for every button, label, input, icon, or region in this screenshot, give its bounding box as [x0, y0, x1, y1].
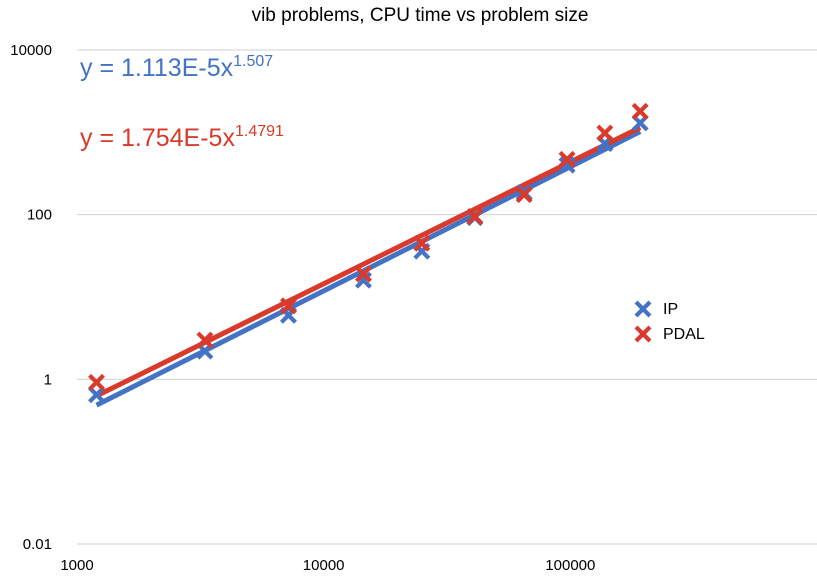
pdal-point	[558, 150, 576, 168]
pdal-point	[466, 208, 484, 225]
pdal-trendline	[95, 125, 642, 399]
ip-trend-equation-exponent: 1.507	[233, 53, 273, 70]
data-points	[88, 102, 649, 404]
pdal-point	[596, 124, 614, 142]
legend-pdal-marker-icon	[634, 325, 652, 343]
legend: IP PDAL	[634, 300, 705, 343]
legend-item-ip: IP	[634, 300, 678, 318]
pdal-point	[280, 297, 297, 315]
legend-ip-marker-icon	[634, 300, 652, 318]
legend-pdal-x-mark	[634, 325, 652, 343]
pdal-trend-equation-base: y = 1.754E-5x	[80, 124, 235, 152]
y-tick-label: 1	[44, 371, 52, 388]
ip-trend-equation: y = 1.113E-5x1.507	[80, 53, 273, 82]
pdal-point	[413, 234, 431, 252]
legend-ip-label: IP	[663, 301, 678, 318]
pdal-point	[196, 331, 214, 349]
ip-point	[88, 386, 106, 404]
y-tick-label: 10000	[10, 42, 52, 59]
pdal-point	[631, 102, 649, 120]
pdal-trend-equation-exponent: 1.4791	[235, 123, 284, 140]
legend-pdal-label: PDAL	[663, 326, 705, 343]
pdal-trend-equation: y = 1.754E-5x1.4791	[80, 123, 284, 152]
gridlines	[77, 49, 817, 545]
pdal-point	[88, 373, 106, 391]
ip-trend-equation-base: y = 1.113E-5x	[80, 54, 234, 82]
x-tick-label: 10000	[303, 557, 345, 574]
chart-title: vib problems, CPU time vs problem size	[252, 5, 589, 26]
legend-ip-x-mark	[634, 300, 652, 318]
pdal-point	[515, 186, 533, 204]
legend-item-pdal: PDAL	[634, 325, 705, 343]
x-tick-label: 100000	[545, 557, 595, 574]
pdal-point	[355, 265, 372, 283]
y-tick-label: 0.01	[23, 536, 52, 553]
ip-point	[596, 135, 614, 153]
x-tick-label: 1000	[60, 557, 93, 574]
axis-tick-labels: 0.01 1 100 10000 1000 10000 100000	[10, 42, 595, 574]
y-tick-label: 100	[27, 207, 52, 224]
ip-point	[196, 342, 214, 360]
ip-point	[631, 114, 649, 132]
